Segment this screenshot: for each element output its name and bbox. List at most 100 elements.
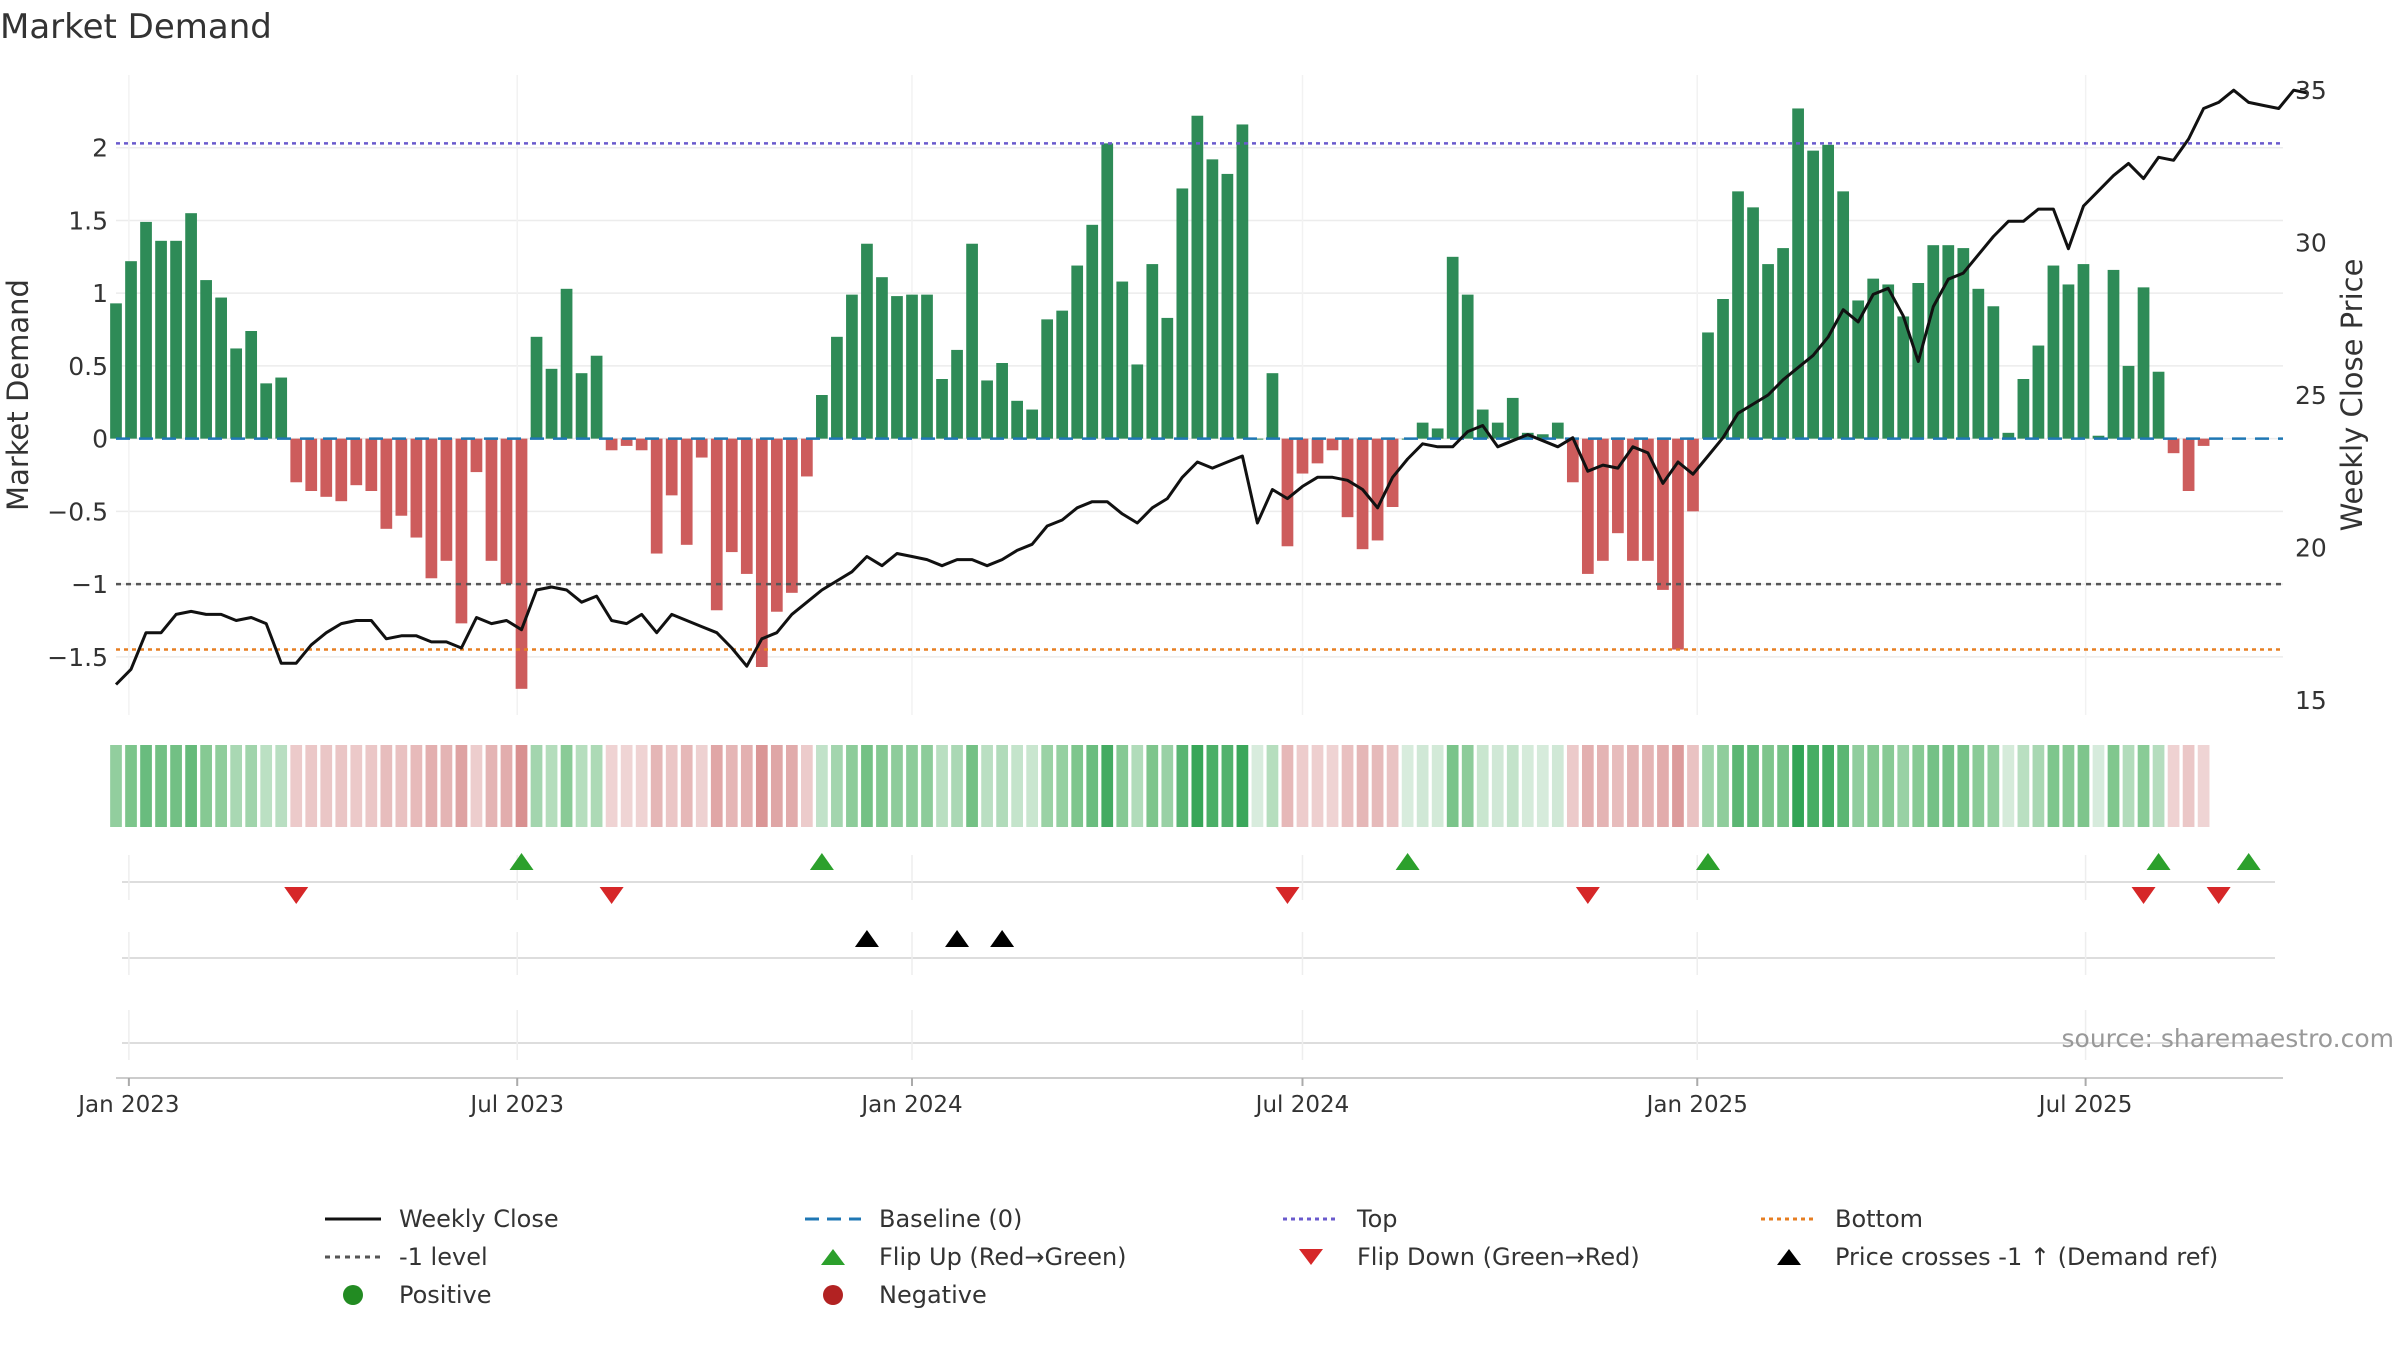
heat-cell [831, 745, 843, 827]
demand-bar-positive [1717, 299, 1729, 439]
flip-down-marker [599, 887, 624, 904]
demand-bar-negative [1281, 438, 1294, 547]
heat-cell [1206, 745, 1219, 827]
heat-cell [936, 745, 948, 827]
demand-bar-positive [530, 336, 543, 439]
heat-cell [1852, 745, 1865, 827]
demand-bar-positive [1191, 115, 1204, 439]
price-cross-marker [990, 930, 1015, 947]
heat-cell [1792, 745, 1804, 827]
demand-bar-negative [695, 438, 708, 458]
demand-bar-positive [1807, 150, 1819, 439]
demand-bar-negative [2167, 438, 2180, 454]
demand-bar-positive [560, 288, 573, 439]
demand-bar-positive [2152, 371, 2165, 439]
heat-cell [1882, 745, 1895, 827]
heat-cell [785, 745, 798, 827]
y2-tick-label: 20 [2295, 533, 2327, 562]
demand-bar-positive [1041, 319, 1054, 439]
demand-bar-negative [1371, 438, 1384, 541]
demand-bar-positive [2107, 269, 2120, 439]
heat-cell [966, 745, 978, 827]
flip-down-marker [284, 887, 309, 904]
heat-cell [1506, 745, 1519, 827]
demand-bar-negative [801, 438, 813, 477]
heat-cell [185, 745, 197, 827]
flip-up-marker [1695, 853, 1720, 870]
demand-bar-positive [1416, 422, 1429, 439]
heat-cell [320, 745, 333, 827]
triangle-up-icon [821, 1249, 845, 1265]
flip-down-marker [2131, 887, 2156, 904]
heat-cell [440, 745, 453, 827]
demand-bar-positive [1011, 400, 1023, 439]
demand-bars [110, 108, 2210, 689]
demand-bar-negative [650, 438, 663, 554]
demand-bar-negative [740, 438, 753, 574]
heat-cell [1672, 745, 1684, 827]
y-tick-label: −1 [71, 570, 108, 599]
legend-top: Top [1281, 1205, 1398, 1233]
demand-bar-negative [410, 438, 423, 538]
x-tick-label: Jul 2025 [2037, 1092, 2133, 1118]
source-text: source: sharemaestro.com [2062, 1024, 2395, 1053]
legend-label: -1 level [399, 1243, 488, 1271]
demand-bar-positive [951, 349, 963, 439]
demand-bar-positive [1506, 397, 1519, 439]
heat-cell [1972, 745, 1985, 827]
heat-cell [1627, 745, 1639, 827]
demand-bar-positive [140, 221, 152, 439]
demand-bar-negative [1326, 438, 1339, 451]
heat-cell [1657, 745, 1669, 827]
flip-down-marker [1275, 887, 1300, 904]
y2-axis-label: Weekly Close Price [2335, 259, 2369, 532]
demand-bar-positive [1071, 265, 1084, 439]
demand-bar-negative [1356, 438, 1369, 550]
demand-bar-negative [1597, 438, 1609, 561]
demand-bar-positive [1176, 188, 1189, 439]
demand-bar-positive [2002, 432, 2015, 439]
demand-bar-positive [1551, 422, 1564, 439]
heat-cell [305, 745, 318, 827]
legend-dot-swatch [1761, 1217, 1817, 1221]
heat-cell [260, 745, 273, 827]
heat-cell [155, 745, 167, 827]
market-demand-chart: Market Demand −1.5 −1 −0.5 0 0.5 1 1.5 2 15 20 25… [0, 7, 2395, 1118]
demand-bar-negative [1296, 438, 1309, 474]
demand-bar-positive [1792, 108, 1804, 439]
demand-bar-positive [1446, 256, 1459, 439]
legend-label: Positive [399, 1281, 492, 1309]
heat-cell [1581, 745, 1594, 827]
demand-bar-negative [770, 438, 783, 612]
heat-cell [1041, 745, 1054, 827]
demand-bar-positive [1236, 124, 1249, 439]
demand-bar-positive [170, 240, 182, 439]
y2-tick-label: 15 [2295, 686, 2327, 715]
legend-dash-swatch [805, 1217, 861, 1221]
demand-bar-positive [1882, 284, 1895, 439]
heat-cell [380, 745, 393, 827]
demand-bar-negative [1612, 438, 1624, 534]
demand-bar-positive [921, 294, 933, 439]
legend-label: Baseline (0) [879, 1205, 1023, 1233]
demand-bar-positive [996, 363, 1008, 439]
demand-bar-positive [2017, 379, 2030, 439]
demand-bar-positive [1146, 264, 1159, 439]
demand-bar-positive [260, 383, 273, 439]
triangle-up-icon [1777, 1249, 1801, 1265]
demand-bar-positive [215, 297, 227, 439]
y-tick-label: 1 [92, 279, 108, 308]
legend-label: Flip Down (Green→Red) [1357, 1243, 1640, 1271]
heat-cell [1912, 745, 1925, 827]
heat-cell [1987, 745, 2000, 827]
legend-baseline: Baseline (0) [803, 1205, 1022, 1233]
y-tick-label: 1.5 [68, 206, 108, 235]
heat-cell [1416, 745, 1429, 827]
demand-bar-negative [1341, 438, 1354, 518]
demand-bar-negative [395, 438, 408, 516]
demand-bar-positive [200, 280, 212, 439]
demand-bar-positive [1221, 173, 1234, 439]
demand-bar-negative [470, 438, 483, 473]
demand-bar-positive [185, 213, 197, 439]
demand-bar-positive [2092, 435, 2105, 439]
